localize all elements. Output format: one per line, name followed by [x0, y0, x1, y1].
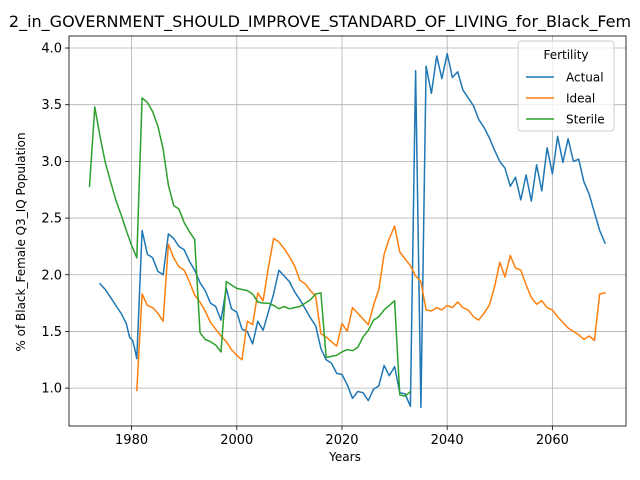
series-line-actual: [98, 52, 606, 409]
legend-label-ideal: Ideal: [566, 92, 595, 106]
x-tick-label: 1980: [115, 433, 148, 448]
legend-label-sterile: Sterile: [566, 113, 605, 127]
y-axis-title: % of Black_Female Q3_IQ Population: [14, 132, 28, 351]
x-axis-title: Years: [328, 450, 361, 464]
chart-title: 2_in_GOVERNMENT_SHOULD_IMPROVE_STANDARD_…: [9, 12, 631, 32]
series-lines: [88, 52, 606, 409]
legend: Fertility Actual Ideal Sterile: [517, 40, 615, 132]
series-line-ideal: [136, 225, 606, 392]
y-tick-label: 1.5: [41, 325, 62, 340]
series-line-sterile: [88, 97, 412, 397]
x-tick-label: 2000: [220, 433, 253, 448]
y-tick-label: 2.5: [41, 212, 62, 227]
legend-label-actual: Actual: [566, 71, 604, 85]
y-tick-label: 3.0: [41, 155, 62, 170]
y-tick-label: 2.0: [41, 268, 62, 283]
y-tick-label: 3.5: [41, 98, 62, 113]
grid: [69, 36, 626, 426]
axis-ticks: 1980 2000 2020 2040 2060 1.0 1.5 2.0 2.5 3.0 3.5 4.…: [41, 42, 569, 448]
x-tick-label: 2060: [536, 433, 569, 448]
legend-box: [517, 40, 615, 132]
x-tick-label: 2040: [431, 433, 464, 448]
y-tick-label: 4.0: [41, 42, 62, 57]
legend-title: Fertility: [543, 48, 588, 62]
x-tick-label: 2020: [325, 433, 358, 448]
y-tick-label: 1.0: [41, 382, 62, 397]
plot-frame: [68, 35, 627, 427]
